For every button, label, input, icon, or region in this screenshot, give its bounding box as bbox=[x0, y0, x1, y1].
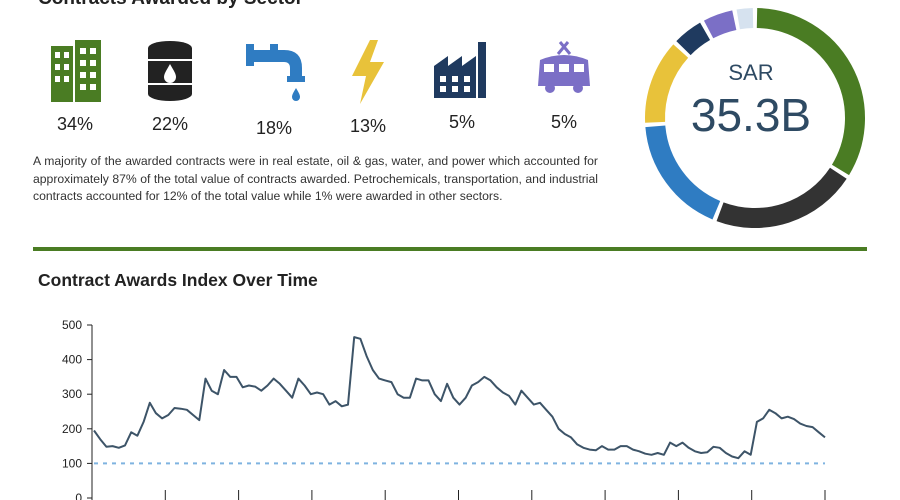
sector-transport: 5% bbox=[524, 40, 604, 133]
line-chart: 0 100 200 300 400 500 bbox=[62, 318, 826, 500]
tram-icon bbox=[538, 41, 590, 93]
donut-segment bbox=[756, 8, 865, 176]
y-tick-label: 500 bbox=[62, 318, 82, 332]
y-tick-label: 300 bbox=[62, 387, 82, 401]
water-pipe-icon bbox=[246, 44, 305, 101]
y-tick-label: 0 bbox=[75, 491, 82, 500]
y-tick-label: 200 bbox=[62, 422, 82, 436]
donut-chart bbox=[645, 8, 865, 228]
sector-water: 18% bbox=[234, 40, 314, 139]
sector-oil-gas: 22% bbox=[130, 40, 210, 135]
sector-description: A majority of the awarded contracts were… bbox=[33, 154, 598, 203]
y-tick-label: 100 bbox=[62, 456, 82, 470]
sector-percent: 18% bbox=[255, 118, 293, 138]
oil-barrel-icon bbox=[148, 41, 192, 101]
sector-percent: 34% bbox=[56, 114, 94, 134]
factory-icon bbox=[434, 42, 486, 98]
donut-segment bbox=[645, 125, 721, 220]
donut-currency: SAR bbox=[728, 60, 774, 85]
sector-section-title: Contracts Awarded by Sector bbox=[38, 0, 303, 10]
sector-power: 13% bbox=[328, 40, 408, 137]
sector-industrial: 5% bbox=[422, 40, 502, 133]
donut-segment bbox=[645, 44, 689, 123]
sector-percent: 22% bbox=[151, 114, 189, 134]
buildings-icon bbox=[51, 40, 101, 102]
chart-title: Contract Awards Index Over Time bbox=[38, 270, 318, 290]
donut-segment bbox=[703, 10, 737, 39]
donut-segment bbox=[736, 8, 754, 30]
sector-real-estate: 34% bbox=[35, 40, 115, 135]
donut-segment bbox=[716, 167, 847, 228]
sector-percent: 5% bbox=[550, 112, 577, 132]
donut-segment bbox=[676, 22, 711, 56]
sector-percent: 13% bbox=[349, 116, 387, 136]
section-divider bbox=[33, 247, 867, 251]
donut-total: 35.3B bbox=[690, 89, 812, 141]
sector-percent: 5% bbox=[448, 112, 475, 132]
series-line bbox=[93, 336, 826, 460]
y-tick-label: 400 bbox=[62, 353, 82, 367]
lightning-icon bbox=[352, 40, 384, 104]
